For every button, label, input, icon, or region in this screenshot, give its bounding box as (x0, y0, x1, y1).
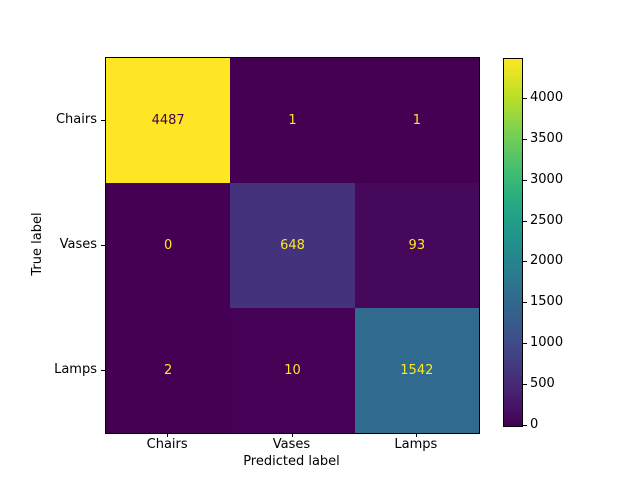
colorbar-tick-mark (523, 384, 527, 386)
heatmap-cell: 2 (106, 308, 231, 433)
cell-value: 0 (164, 238, 173, 253)
heatmap-cell: 1542 (354, 308, 479, 433)
heatmap-cell: 93 (354, 183, 479, 308)
y-axis-label-text: True label (30, 212, 45, 276)
colorbar-tick-mark (523, 343, 527, 345)
y-tick-label: Chairs (55, 111, 97, 127)
heatmap-cell: 648 (230, 183, 355, 308)
x-tick-mark (291, 433, 293, 437)
colorbar-tick-mark (523, 425, 527, 426)
x-tick-label: Chairs (146, 437, 188, 452)
y-tick-mark (101, 119, 105, 121)
colorbar-tick-mark (523, 302, 527, 304)
x-tick-mark (167, 433, 169, 437)
colorbar (503, 58, 523, 427)
cell-value: 2 (164, 363, 173, 378)
colorbar-tick-label: 4000 (530, 89, 564, 105)
heatmap-cell: 1 (354, 58, 479, 183)
colorbar-tick-label: 0 (530, 417, 539, 432)
x-tick-mark (415, 433, 417, 437)
colorbar-tick-mark (523, 220, 527, 222)
colorbar-tick-label: 500 (530, 376, 555, 392)
heatmap-cell: 1 (230, 58, 355, 183)
cell-value: 1542 (400, 363, 434, 378)
cell-value: 648 (280, 238, 305, 253)
y-tick-label: Vases (59, 236, 97, 252)
colorbar-tick-label: 2000 (530, 253, 564, 269)
colorbar-gradient (504, 59, 522, 426)
colorbar-tick-label: 2500 (530, 212, 564, 228)
colorbar-tick-label: 3000 (530, 171, 564, 187)
cell-value: 1 (412, 113, 421, 128)
y-tick-mark (101, 244, 105, 246)
x-axis-label: Predicted label (243, 454, 340, 469)
y-tick-label: Lamps (54, 361, 97, 377)
heatmap: 4487 1 1 0 648 93 2 10 1542 (105, 57, 480, 434)
heatmap-cell: 4487 (106, 58, 231, 183)
colorbar-tick-label: 1000 (530, 335, 564, 351)
y-tick-mark (101, 369, 105, 371)
colorbar-tick-mark (523, 179, 527, 181)
cell-value: 93 (408, 238, 426, 253)
colorbar-tick-label: 3500 (530, 130, 564, 146)
colorbar-tick-mark (523, 138, 527, 140)
heatmap-cell: 0 (106, 183, 231, 308)
cell-value: 1 (288, 113, 297, 128)
colorbar-tick-label: 1500 (530, 294, 564, 310)
x-tick-label: Vases (272, 437, 311, 452)
colorbar-tick-mark (523, 97, 527, 99)
cell-value: 10 (284, 363, 301, 378)
cell-value: 4487 (151, 113, 185, 128)
x-tick-label: Lamps (394, 437, 438, 452)
colorbar-tick-mark (523, 261, 527, 263)
heatmap-cell: 10 (230, 308, 355, 433)
